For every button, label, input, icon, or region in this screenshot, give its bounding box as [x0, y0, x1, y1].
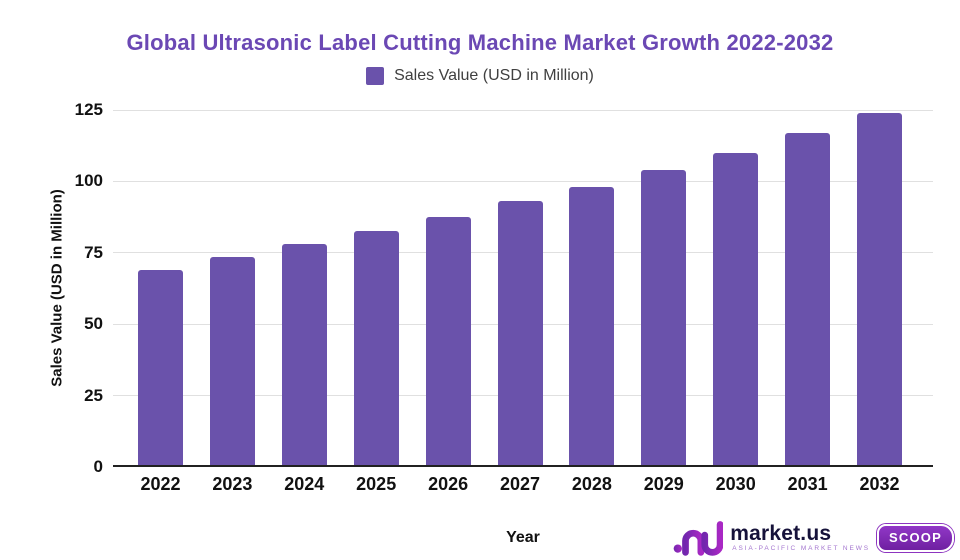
- bar-2023[interactable]: [209, 257, 255, 467]
- brand-logo: market.us ASIA-PACIFIC MARKET NEWS SCOOP: [673, 520, 954, 556]
- bar-2030[interactable]: [713, 152, 759, 467]
- x-tick-label-2029: 2029: [643, 474, 684, 494]
- x-tick-label-2025: 2025: [356, 474, 397, 494]
- x-tick-label-2027: 2027: [499, 474, 541, 494]
- bar-2028[interactable]: [569, 187, 615, 467]
- brand-text: market.us ASIA-PACIFIC MARKET NEWS: [730, 523, 870, 553]
- x-tick-label-2030: 2030: [715, 474, 756, 494]
- x-tick-label-2032: 2032: [859, 474, 900, 494]
- brand-tagline: ASIA-PACIFIC MARKET NEWS: [732, 545, 871, 553]
- y-axis-title: Sales Value (USD in Million): [48, 189, 66, 387]
- y-tick-label-75: 75: [84, 242, 103, 262]
- legend-label: Sales Value (USD in Million): [394, 67, 594, 84]
- bar-2025[interactable]: [353, 231, 399, 467]
- brand-badge: SCOOP: [877, 524, 954, 552]
- chart-title: Global Ultrasonic Label Cutting Machine …: [126, 30, 834, 55]
- gridline-100: [113, 180, 933, 182]
- gridline-125: [113, 109, 933, 111]
- legend-swatch: [366, 67, 385, 85]
- bar-2024[interactable]: [281, 244, 327, 467]
- brand-name: market.us: [730, 522, 832, 546]
- y-tick-label-125: 125: [74, 100, 103, 119]
- bar-2027[interactable]: [497, 201, 543, 467]
- plot-area: [113, 109, 933, 467]
- x-axis-title: Year: [506, 529, 540, 546]
- y-tick-label-25: 25: [84, 385, 103, 405]
- bar-2029[interactable]: [641, 170, 687, 467]
- x-axis-baseline: [113, 465, 933, 467]
- x-tick-label-2028: 2028: [571, 474, 612, 494]
- x-tick-label-2026: 2026: [428, 474, 469, 494]
- legend: Sales Value (USD in Million): [0, 67, 960, 85]
- y-tick-label-50: 50: [84, 314, 103, 334]
- bar-2032[interactable]: [857, 112, 902, 467]
- bar-2031[interactable]: [785, 132, 831, 467]
- y-tick-label-0: 0: [93, 457, 103, 476]
- market-us-icon: [673, 521, 724, 556]
- x-tick-label-2031: 2031: [787, 474, 828, 494]
- x-tick-label-2023: 2023: [212, 474, 253, 494]
- x-tick-label-2022: 2022: [140, 474, 181, 494]
- bar-2026[interactable]: [425, 217, 471, 467]
- y-tick-label-100: 100: [74, 171, 103, 191]
- x-tick-label-2024: 2024: [284, 474, 325, 494]
- bar-2022[interactable]: [138, 269, 183, 467]
